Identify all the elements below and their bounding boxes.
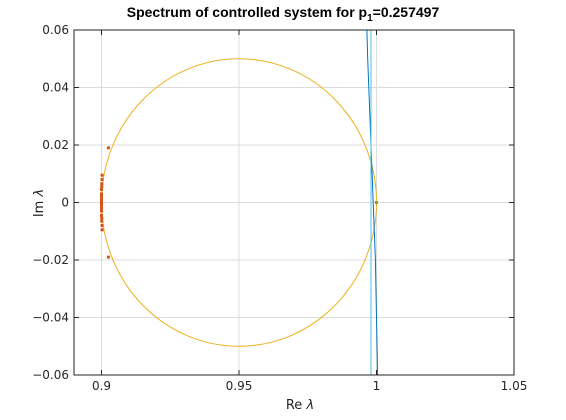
- y-tick-label: −0.02: [32, 253, 69, 267]
- x-tick-label: 0.9: [92, 379, 111, 393]
- plot-area: 0.9 0.95 1 1.05 −0.06 −0.04 −0.02 0 0.02 0.04 0.06: [32, 23, 527, 393]
- eigenvalue-point: [106, 255, 110, 259]
- eigenvalue-point: [100, 173, 104, 177]
- eigenvalue-point: [375, 201, 378, 204]
- y-tick-label: 0.04: [42, 81, 69, 95]
- x-tick-label: 0.95: [226, 379, 253, 393]
- eigenvalue-point: [100, 195, 103, 199]
- eigenvalue-point: [100, 185, 104, 189]
- eigenvalue-point: [100, 182, 104, 186]
- y-tick-label: −0.04: [32, 311, 69, 325]
- eigenvalue-point: [100, 178, 104, 181]
- eigenvalue-point: [100, 209, 103, 213]
- y-tick-label: −0.06: [32, 368, 69, 382]
- eigenvalue-point: [100, 199, 103, 203]
- eigenvalue-point: [100, 206, 103, 210]
- eigenvalue-point: [100, 219, 104, 223]
- x-tick-label: 1: [373, 379, 381, 393]
- y-tick-label: 0.06: [42, 23, 69, 37]
- eigenvalue-point: [100, 188, 103, 192]
- eigenvalue-point: [100, 192, 103, 196]
- eigenvalue-point: [100, 213, 103, 217]
- eigenvalue-point: [100, 224, 104, 227]
- eigenvalue-point: [100, 228, 104, 232]
- x-axis-label: Re λ: [286, 398, 314, 413]
- eigenvalue-point: [100, 202, 103, 206]
- spectrum-line: [366, 29, 379, 376]
- eigenvalue-point: [100, 198, 103, 202]
- chart-title: Spectrum of controlled system for p1=0.2…: [127, 4, 440, 24]
- y-tick-label: 0: [61, 196, 69, 210]
- eigenvalue-point: [100, 203, 103, 207]
- x-tick-label: 1.05: [501, 379, 528, 393]
- y-axis-label: Im λ: [32, 189, 47, 217]
- axis-ticks: 0.9 0.95 1 1.05 −0.06 −0.04 −0.02 0 0.02 0.04 0.06: [32, 23, 527, 393]
- eigenvalue-point: [106, 146, 110, 150]
- series-group: [100, 29, 379, 376]
- y-tick-label: 0.02: [42, 138, 69, 152]
- eigenvalue-point: [100, 216, 104, 220]
